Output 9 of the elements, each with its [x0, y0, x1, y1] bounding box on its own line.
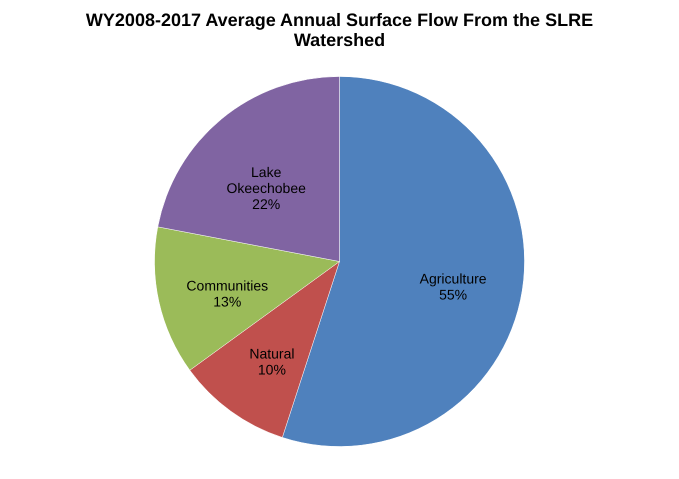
slice-label: Communities [186, 278, 268, 294]
data-label: 10% [258, 362, 286, 378]
data-label: 13% [213, 294, 242, 310]
chart-title: WY2008-2017 Average Annual Surface Flow From the SLRE Watershed [86, 10, 594, 50]
slice-label: Natural [249, 346, 294, 362]
slice-label: Agriculture [420, 270, 487, 286]
slice-label: Lake Okeechobee [226, 164, 306, 196]
data-label: 55% [439, 286, 468, 302]
data-label: 22% [252, 196, 280, 212]
